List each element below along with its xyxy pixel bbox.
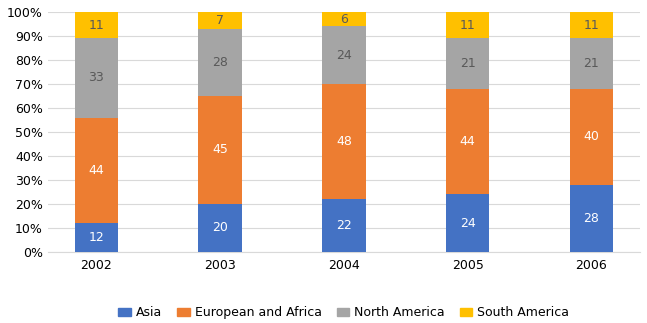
Text: 22: 22 [336, 219, 352, 232]
Text: 44: 44 [460, 135, 476, 148]
Bar [446, 89, 489, 194]
Text: 28: 28 [584, 212, 599, 225]
Text: 21: 21 [584, 57, 599, 70]
Text: 28: 28 [212, 56, 228, 69]
Bar [74, 223, 118, 252]
Bar [74, 38, 118, 118]
Bar [322, 12, 366, 26]
Text: 20: 20 [212, 222, 228, 234]
Bar [322, 199, 366, 252]
Text: 6: 6 [340, 13, 348, 26]
Bar [199, 12, 242, 29]
Bar [446, 38, 489, 89]
Text: 45: 45 [212, 143, 228, 156]
Bar [74, 12, 118, 38]
Bar [446, 194, 489, 252]
Text: 21: 21 [460, 57, 476, 70]
Bar [570, 38, 613, 89]
Text: 12: 12 [89, 231, 104, 244]
Bar [570, 12, 613, 38]
Bar [199, 29, 242, 96]
Bar [322, 84, 366, 199]
Bar [74, 118, 118, 223]
Bar [199, 204, 242, 252]
Text: 48: 48 [336, 135, 352, 148]
Bar [570, 89, 613, 185]
Text: 11: 11 [89, 19, 104, 32]
Bar [199, 96, 242, 204]
Text: 24: 24 [336, 49, 352, 62]
Text: 44: 44 [89, 164, 104, 177]
Text: 7: 7 [216, 14, 224, 27]
Text: 40: 40 [584, 130, 599, 143]
Text: 33: 33 [89, 71, 104, 84]
Text: 24: 24 [460, 217, 476, 230]
Legend: Asia, European and Africa, North America, South America: Asia, European and Africa, North America… [113, 301, 575, 323]
Text: 11: 11 [584, 19, 599, 32]
Bar [446, 12, 489, 38]
Text: 11: 11 [460, 19, 476, 32]
Bar [322, 26, 366, 84]
Bar [570, 185, 613, 252]
